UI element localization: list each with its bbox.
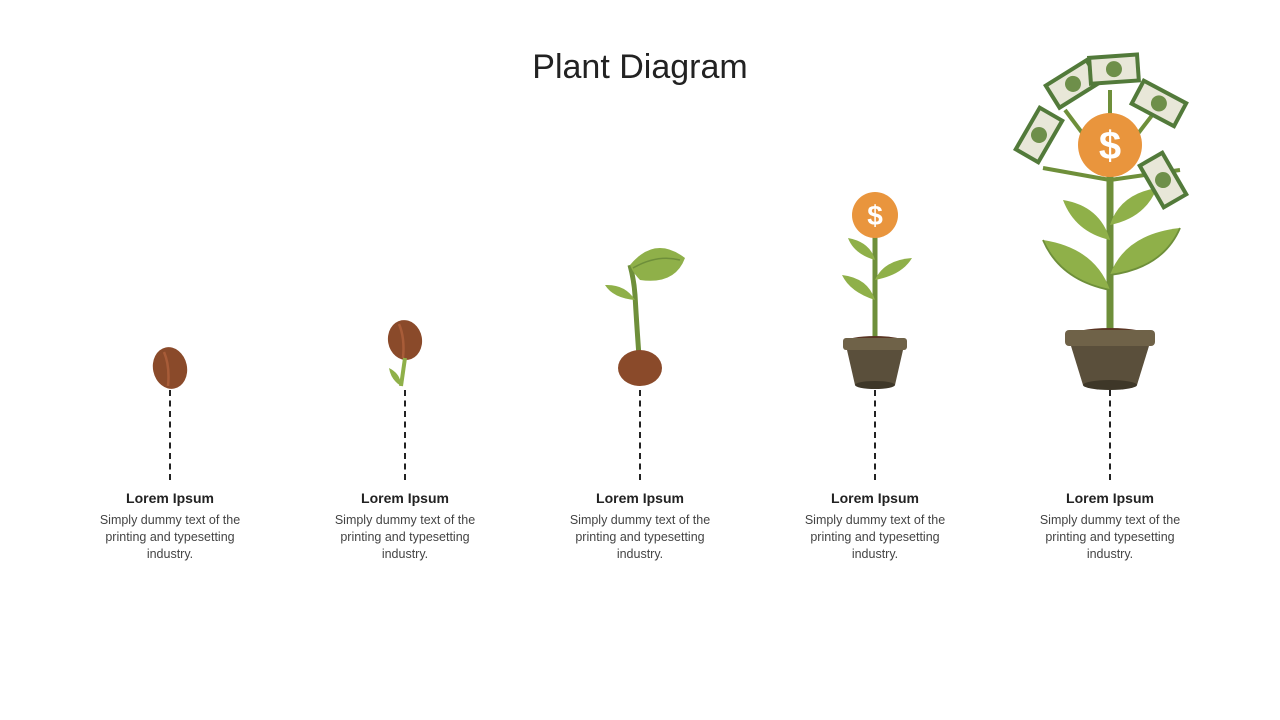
stage-1-icon-zone — [70, 140, 270, 480]
svg-text:$: $ — [1099, 124, 1121, 168]
stage-3-label: Lorem Ipsum — [596, 490, 684, 506]
stage-4: $ Lorem Ipsum Simply dummy text of the p… — [775, 140, 975, 680]
stage-1-label: Lorem Ipsum — [126, 490, 214, 506]
seed-icon — [150, 346, 190, 390]
stage-2-label: Lorem Ipsum — [361, 490, 449, 506]
stage-3: Lorem Ipsum Simply dummy text of the pri… — [540, 140, 740, 680]
stage-5-dash — [1109, 390, 1111, 480]
stage-2: Lorem Ipsum Simply dummy text of the pri… — [305, 140, 505, 680]
stage-4-desc: Simply dummy text of the printing and ty… — [775, 512, 975, 563]
sprout-icon — [585, 240, 695, 390]
stage-4-icon-zone: $ — [775, 140, 975, 480]
stage-3-desc: Simply dummy text of the printing and ty… — [540, 512, 740, 563]
stage-2-icon-zone — [305, 140, 505, 480]
stages-row: Lorem Ipsum Simply dummy text of the pri… — [70, 140, 1210, 680]
stage-5-icon-zone: $ — [1010, 140, 1210, 480]
pot-small-icon: $ — [820, 180, 930, 390]
stage-5: $ Lorem Ipsum Simply dummy text of the p… — [1010, 140, 1210, 680]
seed-sprout-icon — [381, 318, 429, 390]
stage-3-dash — [639, 390, 641, 480]
stage-5-label: Lorem Ipsum — [1066, 490, 1154, 506]
stage-2-dash — [404, 390, 406, 480]
stage-1: Lorem Ipsum Simply dummy text of the pri… — [70, 140, 270, 680]
stage-2-desc: Simply dummy text of the printing and ty… — [305, 512, 505, 563]
stage-1-desc: Simply dummy text of the printing and ty… — [70, 512, 270, 563]
pot-money-icon: $ — [1005, 50, 1215, 390]
stage-4-dash — [874, 390, 876, 480]
stage-5-desc: Simply dummy text of the printing and ty… — [1010, 512, 1210, 563]
stage-4-label: Lorem Ipsum — [831, 490, 919, 506]
stage-1-dash — [169, 390, 171, 480]
svg-text:$: $ — [867, 200, 883, 231]
stage-3-icon-zone — [540, 140, 740, 480]
